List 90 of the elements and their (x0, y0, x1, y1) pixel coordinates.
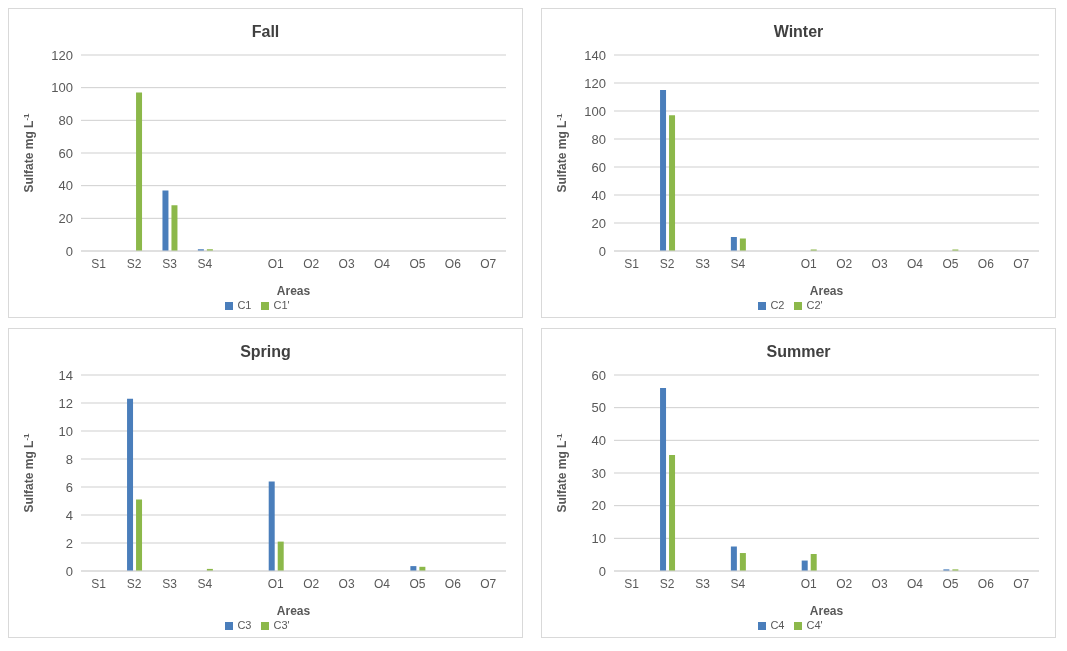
y-tick-label: 80 (591, 131, 606, 147)
x-tick-label: O4 (374, 256, 391, 271)
y-tick-label: 0 (65, 243, 73, 259)
y-tick-label: 4 (65, 507, 73, 523)
x-tick-label: O1 (800, 576, 818, 591)
x-tick-label: S3 (695, 576, 711, 591)
y-tick-label: 6 (65, 479, 73, 495)
x-tick-label: S3 (695, 256, 711, 271)
chart-title: Fall (250, 22, 281, 42)
x-tick-label: O4 (374, 576, 391, 591)
x-tick-label: S2 (659, 256, 675, 271)
y-tick-label: 10 (58, 423, 73, 439)
x-tick-label: O1 (800, 256, 818, 271)
x-tick-label: S1 (624, 576, 640, 591)
x-tick-label: O5 (942, 576, 959, 591)
x-axis-title: Areas (276, 604, 311, 618)
x-axis-title: Areas (276, 284, 311, 298)
y-tick-label: 10 (591, 530, 606, 546)
x-tick-label: S2 (659, 576, 675, 591)
y-tick-label: 14 (58, 367, 73, 383)
x-tick-label: O6 (444, 576, 462, 591)
x-tick-label: O2 (303, 576, 320, 591)
x-tick-label: O3 (871, 576, 888, 591)
x-tick-label: O5 (409, 576, 426, 591)
chart-title: Winter (772, 22, 825, 42)
x-tick-label: O1 (267, 576, 285, 591)
x-tick-label: O4 (907, 256, 924, 271)
y-tick-label: 80 (58, 112, 73, 128)
x-tick-label: O6 (444, 256, 462, 271)
x-tick-label: O7 (1013, 256, 1030, 271)
y-tick-label: 0 (598, 563, 606, 579)
legend-label: C4 (770, 619, 785, 631)
x-tick-label: S1 (91, 256, 107, 271)
x-tick-label: O3 (338, 256, 355, 271)
x-tick-label: O2 (836, 256, 853, 271)
x-tick-label: S2 (126, 576, 142, 591)
y-tick-label: 0 (65, 563, 73, 579)
legend-label: C2 (770, 299, 785, 311)
y-tick-label: 120 (584, 75, 606, 91)
y-tick-label: 50 (591, 400, 606, 416)
y-tick-label: 20 (591, 498, 606, 514)
y-tick-label: 40 (58, 178, 73, 194)
x-tick-label: O7 (1013, 576, 1030, 591)
y-tick-label: 30 (591, 465, 606, 481)
x-tick-label: S1 (624, 256, 640, 271)
chart-title: Summer (765, 342, 832, 362)
y-tick-label: 140 (584, 47, 606, 63)
legend-label: C4' (806, 619, 823, 631)
y-tick-label: 100 (584, 103, 606, 119)
y-tick-label: 20 (58, 210, 73, 226)
x-tick-label: O2 (303, 256, 320, 271)
x-tick-label: S1 (91, 576, 107, 591)
y-tick-label: 120 (51, 47, 73, 63)
x-tick-label: O2 (836, 576, 853, 591)
x-tick-label: O1 (267, 256, 285, 271)
y-tick-label: 60 (58, 145, 73, 161)
y-tick-label: 60 (591, 159, 606, 175)
x-tick-label: O5 (942, 256, 959, 271)
x-tick-label: S4 (197, 576, 213, 591)
y-tick-label: 40 (591, 187, 606, 203)
y-tick-label: 12 (58, 395, 73, 411)
x-tick-label: S4 (730, 576, 746, 591)
x-tick-label: O3 (338, 576, 355, 591)
y-tick-label: 0 (598, 243, 606, 259)
y-tick-label: 60 (591, 367, 606, 383)
x-axis-title: Areas (809, 284, 844, 298)
y-tick-label: 20 (591, 215, 606, 231)
y-tick-label: 2 (65, 535, 73, 551)
x-tick-label: O4 (907, 576, 924, 591)
x-tick-label: O6 (977, 256, 995, 271)
y-tick-label: 100 (51, 80, 73, 96)
x-tick-label: S3 (162, 256, 178, 271)
x-tick-label: S4 (197, 256, 213, 271)
legend-label: C1' (273, 299, 290, 311)
x-tick-label: S3 (162, 576, 178, 591)
x-tick-label: O7 (480, 256, 497, 271)
x-axis-title: Areas (809, 604, 844, 618)
legend-label: C3 (237, 619, 252, 631)
x-tick-label: O6 (977, 576, 995, 591)
x-tick-label: O3 (871, 256, 888, 271)
x-tick-label: O5 (409, 256, 426, 271)
legend-label: C3' (273, 619, 290, 631)
y-tick-label: 40 (591, 432, 606, 448)
legend-label: C1 (237, 299, 252, 311)
legend-label: C2' (806, 299, 823, 311)
x-tick-label: O7 (480, 576, 497, 591)
x-tick-label: S4 (730, 256, 746, 271)
x-tick-label: S2 (126, 256, 142, 271)
chart-title: Spring (239, 342, 292, 362)
y-tick-label: 8 (65, 451, 73, 467)
